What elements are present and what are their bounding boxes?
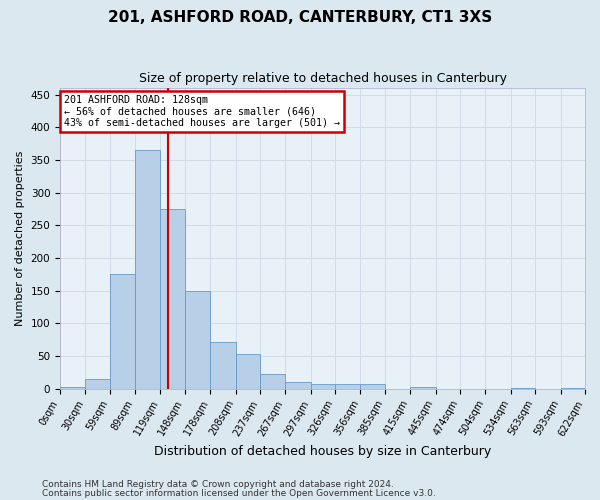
Bar	[85, 379, 110, 388]
Bar	[135, 150, 160, 388]
Bar	[260, 374, 286, 388]
Text: 201 ASHFORD ROAD: 128sqm
← 56% of detached houses are smaller (646)
43% of semi-: 201 ASHFORD ROAD: 128sqm ← 56% of detach…	[64, 94, 340, 128]
Text: Contains HM Land Registry data © Crown copyright and database right 2024.: Contains HM Land Registry data © Crown c…	[42, 480, 394, 489]
Y-axis label: Number of detached properties: Number of detached properties	[15, 150, 25, 326]
Bar	[335, 384, 361, 388]
Text: Contains public sector information licensed under the Open Government Licence v3: Contains public sector information licen…	[42, 488, 436, 498]
Title: Size of property relative to detached houses in Canterbury: Size of property relative to detached ho…	[139, 72, 506, 86]
Bar	[110, 274, 135, 388]
Bar	[185, 290, 210, 388]
Bar	[236, 354, 260, 388]
Bar	[160, 209, 185, 388]
Bar	[286, 382, 311, 388]
Bar	[210, 342, 236, 388]
Bar	[60, 387, 85, 388]
Text: 201, ASHFORD ROAD, CANTERBURY, CT1 3XS: 201, ASHFORD ROAD, CANTERBURY, CT1 3XS	[108, 10, 492, 25]
Bar	[361, 384, 385, 388]
X-axis label: Distribution of detached houses by size in Canterbury: Distribution of detached houses by size …	[154, 444, 491, 458]
Bar	[311, 384, 335, 388]
